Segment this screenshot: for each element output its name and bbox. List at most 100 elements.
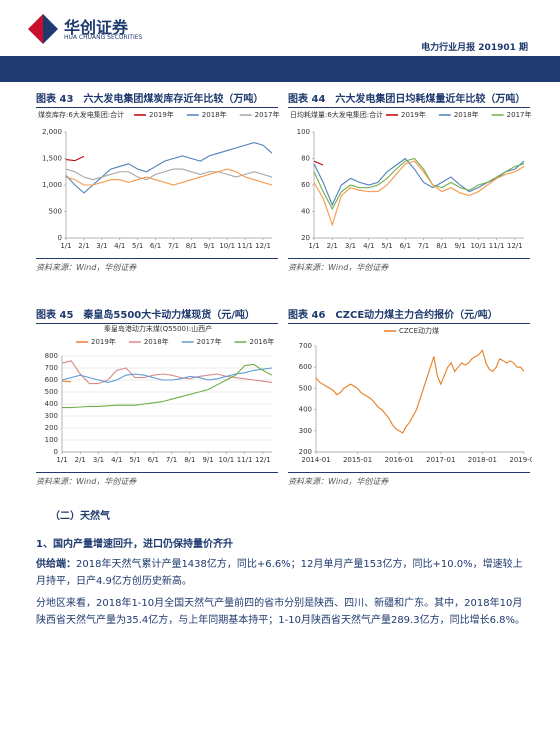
x-tick-label: 3/1 <box>96 242 107 250</box>
y-tick-label: 20 <box>301 234 310 242</box>
y-tick-label: 60 <box>301 181 310 189</box>
figure-title: 图表 46 CZCE动力煤主力合约报价（元/吨） <box>288 306 530 324</box>
chart-subtitle: 秦皇岛港动力末煤(Q5500):山西产 <box>104 324 212 333</box>
x-tick-label: 10/1 <box>219 242 235 250</box>
y-tick-label: 600 <box>45 376 58 384</box>
y-tick-label: 0 <box>58 234 62 242</box>
x-tick-label: 2018-01 <box>468 456 497 464</box>
y-tick-label: 100 <box>45 436 58 444</box>
x-tick-label: 5/1 <box>132 242 143 250</box>
lead: 供给端： <box>36 559 76 570</box>
legend-label: 2017年 <box>507 110 532 119</box>
series-line <box>313 160 525 227</box>
x-tick-label: 11/1 <box>489 242 505 250</box>
source: 资料来源：Wind，华创证券 <box>288 472 530 487</box>
series-line <box>65 142 273 194</box>
y-tick-label: 600 <box>299 363 312 371</box>
y-tick-label: 200 <box>45 424 58 432</box>
series-line <box>65 168 273 186</box>
chart-subtitle: 日均耗煤量:6大发电集团:合计 <box>290 110 383 119</box>
y-tick-label: 800 <box>45 352 58 360</box>
y-tick-label: 700 <box>45 364 58 372</box>
y-tick-label: 300 <box>299 427 312 435</box>
y-tick-label: 200 <box>299 448 312 456</box>
x-tick-label: 5/1 <box>381 242 392 250</box>
series-line <box>313 160 324 166</box>
legend-label: 2018年 <box>454 110 479 119</box>
x-tick-label: 2/1 <box>327 242 338 250</box>
chart-subtitle: 煤炭库存:6大发电集团:合计 <box>38 110 124 119</box>
x-tick-label: 4/1 <box>111 456 122 464</box>
series-line <box>61 380 72 383</box>
x-tick-label: 3/1 <box>93 456 104 464</box>
x-tick-label: 9/1 <box>454 242 465 250</box>
x-tick-label: 4/1 <box>114 242 125 250</box>
x-tick-label: 2015-01 <box>343 456 372 464</box>
x-tick-label: 1/1 <box>60 242 71 250</box>
x-tick-label: 2017-01 <box>426 456 455 464</box>
x-tick-label: 6/1 <box>400 242 411 250</box>
legend-label: 2017年 <box>255 110 280 119</box>
figure-title: 图表 43 六大发电集团煤炭库存近年比较（万吨） <box>36 90 278 108</box>
brand-en: HUA CHUANG SECURITIES <box>64 34 143 41</box>
x-tick-label: 12/1 <box>255 456 271 464</box>
y-tick-label: 1,500 <box>42 155 62 163</box>
chart: 煤炭库存:6大发电集团:合计2019年2018年2017年2016年05001,… <box>38 110 280 250</box>
x-tick-label: 6/1 <box>150 242 161 250</box>
y-tick-label: 1,000 <box>42 181 62 189</box>
paragraph: 分地区来看，2018年1-10月全国天然气产量前四的省市分别是陕西、四川、新疆和… <box>36 598 525 626</box>
logo <box>28 14 58 44</box>
x-tick-label: 11/1 <box>237 242 253 250</box>
legend-label: 2016年 <box>249 337 274 346</box>
x-tick-label: 3/1 <box>345 242 356 250</box>
y-tick-label: 2,000 <box>42 128 62 136</box>
legend-label: 2019年 <box>401 110 426 119</box>
x-tick-label: 6/1 <box>148 456 159 464</box>
x-tick-label: 7/1 <box>168 242 179 250</box>
x-tick-label: 12/1 <box>255 242 271 250</box>
chart: CZCE动力煤 200 300 400 500 600 700 2014-01 2015-01 2… <box>299 326 532 464</box>
x-tick-label: 1/1 <box>308 242 319 250</box>
series-line <box>313 157 525 211</box>
x-tick-label: 8/1 <box>436 242 447 250</box>
x-tick-label: 2/1 <box>75 456 86 464</box>
legend-label: 2019年 <box>91 337 116 346</box>
y-tick-label: 500 <box>49 208 62 216</box>
x-tick-label: 2016-01 <box>385 456 414 464</box>
paragraph: 供给端：2018年天然气累计产量1438亿方，同比+6.6%；12月单月产量15… <box>36 556 528 590</box>
series-line <box>65 168 273 181</box>
section-heading: （二）天然气 <box>50 511 110 522</box>
y-tick-label: 300 <box>45 412 58 420</box>
y-tick-label: 100 <box>297 128 310 136</box>
x-tick-label: 5/1 <box>129 456 140 464</box>
header-band <box>0 56 560 82</box>
series-line <box>61 360 273 385</box>
x-tick-label: 10/1 <box>470 242 486 250</box>
legend-label: 2018年 <box>202 110 227 119</box>
y-tick-label: 400 <box>45 400 58 408</box>
figure-title: 图表 45 秦皇岛5500大卡动力煤现货（元/吨） <box>36 306 278 324</box>
x-tick-label: 11/1 <box>237 456 253 464</box>
y-tick-label: 40 <box>301 208 310 216</box>
y-tick-label: 80 <box>301 155 310 163</box>
source: 资料来源：Wind，华创证券 <box>36 472 278 487</box>
x-tick-label: 2/1 <box>78 242 89 250</box>
x-tick-label: 8/1 <box>184 456 195 464</box>
brand: 华创证券 <box>64 18 129 37</box>
x-tick-label: 12/1 <box>507 242 523 250</box>
y-tick-label: 0 <box>54 448 58 456</box>
x-tick-label: 7/1 <box>418 242 429 250</box>
x-tick-label: 4/1 <box>363 242 374 250</box>
legend-label: 2018年 <box>144 337 169 346</box>
chart: 秦皇岛港动力末煤(Q5500):山西产 2019年 2018年 2017年 2016年 0… <box>45 324 275 464</box>
series-line <box>65 155 85 162</box>
x-tick-label: 10/1 <box>218 456 234 464</box>
x-tick-label: 2014-01 <box>301 456 330 464</box>
y-tick-label: 700 <box>299 342 312 350</box>
y-tick-label: 500 <box>299 384 312 392</box>
report-name: 电力行业月报 201901 期 <box>421 43 528 53</box>
figure-title: 图表 44 六大发电集团日均耗煤量近年比较（万吨） <box>288 90 530 108</box>
x-tick-label: 2019-01 <box>509 456 532 464</box>
subsection-heading: 1、国内产量增速回升，进口仍保持量价齐升 <box>36 539 233 550</box>
